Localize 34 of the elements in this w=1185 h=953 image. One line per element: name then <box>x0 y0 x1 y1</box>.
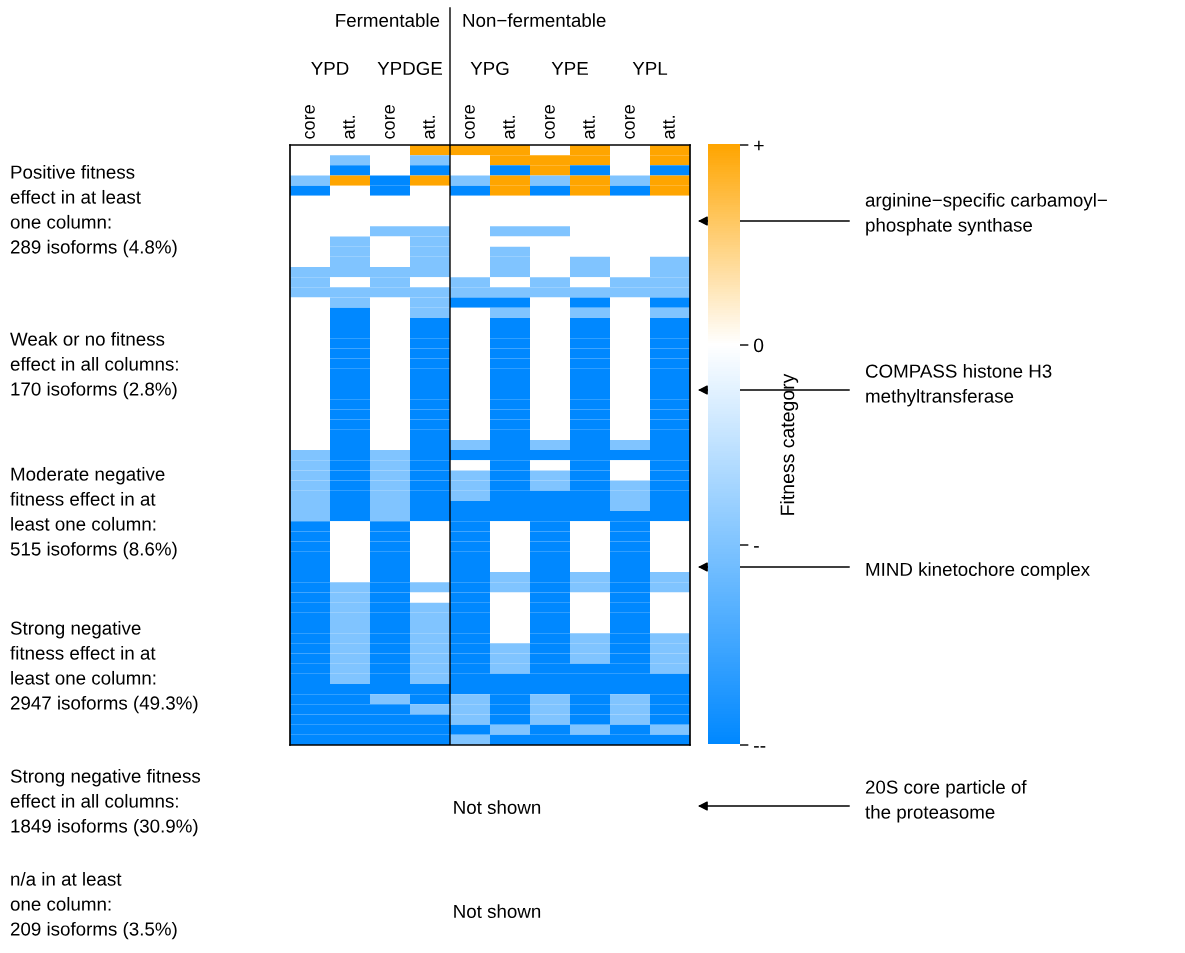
text: YPE <box>551 61 588 75</box>
color-bar-label: -- <box>754 746 766 748</box>
text: arginine−specific carbamoyl− phosphate synthase <box>865 193 1107 236</box>
text: Positive fitness effect in at least one column: 289 isoforms (4.8%) <box>10 165 177 258</box>
color-bar-title: Fitness category <box>780 373 799 515</box>
x-tick-label: core <box>624 105 635 139</box>
color-bar-label: - <box>754 546 759 548</box>
text: MIND kinetochore complex <box>866 562 1090 580</box>
text: Weak or no fitness effect in all columns: 170 isoforms (2.8%) <box>10 332 178 400</box>
x-tick-label: att. <box>342 116 355 139</box>
text: YPD <box>311 61 349 75</box>
text: Not shown <box>454 904 541 919</box>
text: COMPASS histone H3 methyltransferase <box>865 364 1052 407</box>
x-tick-label: att. <box>423 116 435 139</box>
text: Non−fermentable <box>463 13 606 28</box>
text: Strong negative fitness effect in all columns: 1849 isoforms (30.9%) <box>10 769 201 837</box>
color-bar-label: 0 <box>753 338 764 353</box>
text: Fermentable <box>336 13 440 28</box>
text: YPDGE <box>377 61 443 76</box>
text: Strong negative fitness effect in at least one column: 2947 isoforms (49.3%) <box>10 621 198 714</box>
text: YPL <box>632 61 668 75</box>
color-bar-label: + <box>754 140 764 151</box>
x-tick-label: core <box>544 105 555 139</box>
x-tick-label: att. <box>662 116 675 139</box>
text: YPG <box>470 61 509 76</box>
text: n/a in at least one column: 209 isoforms (3.5%) <box>10 872 177 940</box>
text: Not shown <box>454 800 541 815</box>
x-tick-label: core <box>304 105 315 139</box>
x-tick-label: att. <box>502 116 515 139</box>
text: Moderate negative fitness effect in at least one column: 515 isoforms (8.6%) <box>10 467 177 560</box>
x-tick-label: att. <box>582 116 595 139</box>
text: 20S core particle of the proteasome <box>865 780 1027 823</box>
x-tick-label: core <box>384 105 395 139</box>
x-tick-label: core <box>464 105 475 139</box>
